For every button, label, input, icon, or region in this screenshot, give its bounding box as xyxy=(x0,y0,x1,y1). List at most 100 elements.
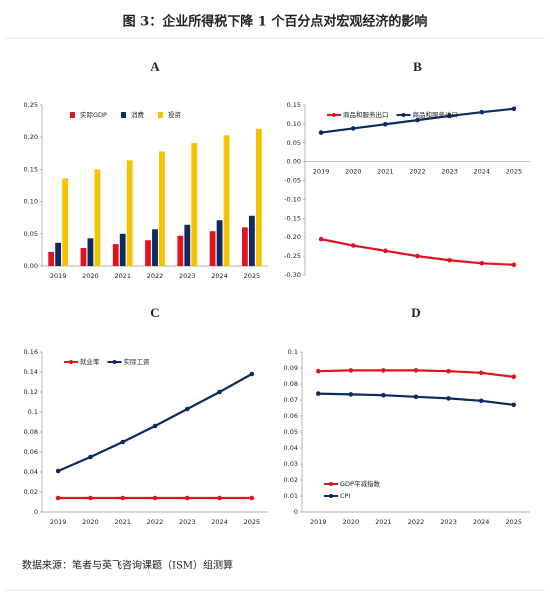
x-tick-label: 2022 xyxy=(147,518,164,526)
legend-swatch xyxy=(120,112,126,118)
bar xyxy=(209,231,216,266)
legend-swatch xyxy=(332,113,336,117)
point xyxy=(184,406,190,412)
y-tick-label: 0 xyxy=(34,508,38,516)
x-tick-label: 2021 xyxy=(377,168,394,176)
bar xyxy=(48,251,55,266)
point xyxy=(446,396,451,401)
x-tick-label: 2021 xyxy=(375,518,392,526)
bar xyxy=(55,242,62,266)
y-tick-label: -0.25 xyxy=(284,252,301,260)
point xyxy=(415,253,420,259)
legend-label: 商品和服务进口 xyxy=(413,110,459,119)
point xyxy=(217,389,222,395)
bar xyxy=(241,227,248,266)
legend-label: 就业率 xyxy=(80,357,100,366)
point xyxy=(88,495,93,501)
point xyxy=(152,423,158,429)
x-tick-label: 2022 xyxy=(408,518,425,526)
y-tick-label: 0.05 xyxy=(287,139,301,147)
bar xyxy=(94,169,101,266)
point xyxy=(381,368,386,373)
legend-swatch xyxy=(69,360,73,364)
x-tick-label: 2023 xyxy=(179,272,196,280)
y-tick-label: 0.06 xyxy=(284,412,298,420)
bar xyxy=(80,247,87,266)
point xyxy=(511,262,517,268)
y-tick-label: 0.16 xyxy=(24,348,38,356)
figure-title: 图 3：企业所得税下降 1 个百分点对宏观经济的影响 xyxy=(123,14,428,30)
y-tick-label: -0.05 xyxy=(284,177,301,185)
panel-title: A xyxy=(150,59,160,74)
x-tick-label: 2024 xyxy=(473,518,490,526)
panel-title: D xyxy=(411,305,420,320)
point xyxy=(318,236,324,242)
y-tick-label: 0.04 xyxy=(284,444,298,452)
y-tick-label: 0.10 xyxy=(287,120,301,128)
x-tick-label: 2020 xyxy=(82,272,99,280)
point xyxy=(478,370,484,376)
legend-label: 实际GDP xyxy=(80,110,107,119)
x-tick-label: 2024 xyxy=(211,272,228,280)
y-tick-label: 0.25 xyxy=(24,101,38,109)
y-tick-label: 0.08 xyxy=(24,428,38,436)
point xyxy=(383,121,388,127)
x-tick-label: 2019 xyxy=(310,518,327,526)
x-tick-label: 2023 xyxy=(179,518,196,526)
point xyxy=(318,130,324,135)
bar xyxy=(248,215,255,266)
point xyxy=(383,248,388,254)
y-tick-label: 0.07 xyxy=(284,396,298,404)
legend-swatch xyxy=(157,112,163,118)
y-tick-label: 0.1 xyxy=(288,348,298,356)
y-tick-label: -0.15 xyxy=(284,214,301,222)
y-tick-label: -0.10 xyxy=(284,195,301,203)
x-tick-label: 2022 xyxy=(147,272,164,280)
y-tick-label: -0.20 xyxy=(284,233,301,241)
y-tick-label: 0.00 xyxy=(287,158,301,166)
bar xyxy=(126,160,133,266)
bar xyxy=(177,235,184,266)
point xyxy=(249,495,255,501)
point xyxy=(413,394,419,400)
y-tick-label: 0.1 xyxy=(28,408,38,416)
legend-swatch xyxy=(329,494,333,498)
x-tick-label: 2024 xyxy=(211,518,228,526)
source-note: 数据来源：笔者与英飞咨询课题（ISM）组测算 xyxy=(22,559,233,572)
point xyxy=(447,257,452,263)
bar xyxy=(87,238,94,266)
point xyxy=(55,495,61,501)
x-tick-label: 2021 xyxy=(114,518,131,526)
legend-swatch xyxy=(112,360,117,364)
point xyxy=(217,495,222,501)
point xyxy=(348,368,354,373)
x-tick-label: 2023 xyxy=(441,168,458,176)
x-tick-label: 2020 xyxy=(345,168,362,176)
y-tick-label: 0 xyxy=(294,508,298,516)
y-tick-label: 0.10 xyxy=(24,198,38,206)
y-tick-label: 0.15 xyxy=(287,101,301,109)
point xyxy=(413,368,419,373)
x-tick-label: 2022 xyxy=(409,168,426,176)
bar xyxy=(152,229,158,266)
point xyxy=(478,398,484,404)
point xyxy=(249,371,255,377)
y-tick-label: 0.02 xyxy=(284,476,298,484)
x-tick-label: 2023 xyxy=(440,518,457,526)
bar xyxy=(112,244,119,266)
panel-title: B xyxy=(413,59,422,74)
y-tick-label: 0.04 xyxy=(24,468,38,476)
y-tick-label: 0.01 xyxy=(284,492,298,500)
legend-label: 投资 xyxy=(168,110,182,119)
y-tick-label: 0.12 xyxy=(24,388,38,396)
point xyxy=(184,495,190,501)
bar xyxy=(145,240,151,266)
x-tick-label: 2019 xyxy=(50,272,67,280)
x-tick-label: 2020 xyxy=(343,518,360,526)
y-tick-label: 0.06 xyxy=(24,448,38,456)
y-tick-label: 0.03 xyxy=(284,460,298,468)
series-line xyxy=(57,373,253,473)
point xyxy=(152,495,158,501)
point xyxy=(315,391,321,396)
